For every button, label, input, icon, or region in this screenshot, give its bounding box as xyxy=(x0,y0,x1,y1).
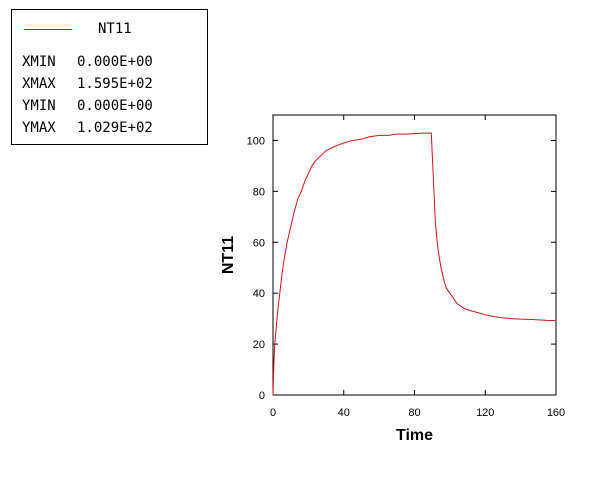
x-tick-label: 160 xyxy=(547,407,565,419)
legend-stats: XMIN 0.000E+00 XMAX 1.595E+02 YMIN 0.000E+0… xyxy=(22,51,207,139)
y-tick-label: 20 xyxy=(253,339,265,351)
legend-stat-key: XMIN xyxy=(22,54,56,70)
legend-line-swatch xyxy=(24,29,72,30)
x-tick-label: 80 xyxy=(408,407,420,419)
legend-stat-value: 0.000E+00 xyxy=(77,98,153,114)
x-tick-label: 40 xyxy=(338,407,350,419)
x-tick-label: 0 xyxy=(270,407,276,419)
legend-stat-key: YMAX xyxy=(22,120,56,136)
legend-box: NT11 XMIN 0.000E+00 XMAX 1.595E+02 YMIN 0.0… xyxy=(11,9,208,145)
legend-stat-value: 1.595E+02 xyxy=(77,76,153,92)
legend-stat-key: XMAX xyxy=(22,76,56,92)
plot-frame xyxy=(272,114,557,396)
legend-stat-ymin: YMIN 0.000E+00 xyxy=(22,95,207,117)
legend-stat-xmin: XMIN 0.000E+00 xyxy=(22,51,207,73)
y-tick-label: 80 xyxy=(253,186,265,198)
y-tick-label: 0 xyxy=(259,390,265,402)
legend-series-name: NT11 xyxy=(98,21,132,37)
legend-stat-xmax: XMAX 1.595E+02 xyxy=(22,73,207,95)
series-line-nt11 xyxy=(272,132,556,396)
y-tick-label: 100 xyxy=(247,135,265,147)
tick-marks xyxy=(272,115,557,396)
legend-stat-value: 0.000E+00 xyxy=(77,54,153,70)
x-axis-label: Time xyxy=(396,427,433,444)
y-axis-label: NT11 xyxy=(220,236,237,274)
legend-stat-ymax: YMAX 1.029E+02 xyxy=(22,117,207,139)
tick-labels: 0 40 80 120 160 0 20 40 60 80 100 xyxy=(247,135,566,419)
legend-series-entry: NT11 xyxy=(12,10,207,50)
y-tick-label: 40 xyxy=(253,288,265,300)
legend-stat-key: YMIN xyxy=(22,98,56,114)
legend-stat-value: 1.029E+02 xyxy=(77,120,153,136)
y-tick-label: 60 xyxy=(253,237,265,249)
x-tick-label: 120 xyxy=(476,407,494,419)
